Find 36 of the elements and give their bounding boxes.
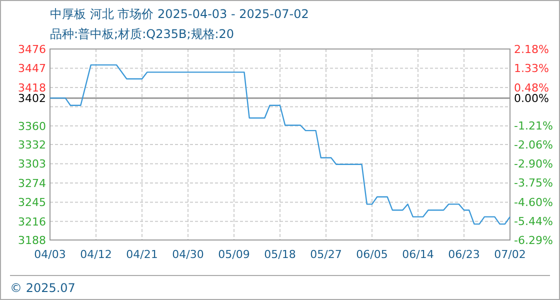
x-tick-label: 05/09 [218, 248, 250, 261]
y2-tick-label: -2.06% [514, 138, 553, 152]
chart-title: 中厚板 河北 市场价 2025-04-03 - 2025-07-02 [50, 7, 309, 21]
x-tick-label: 04/21 [126, 248, 158, 261]
y2-tick-label: -4.60% [514, 196, 553, 209]
y2-tick-label: -2.90% [514, 158, 553, 171]
y2-tick-label: -1.21% [514, 119, 553, 132]
y-tick-label: 3360 [18, 120, 46, 133]
y-tick-label: 3476 [18, 43, 46, 56]
y-tick-label: 3418 [18, 81, 46, 94]
x-tick-label: 06/23 [448, 248, 480, 261]
y-tick-label: 3447 [18, 62, 46, 76]
y-tick-label: 3188 [18, 234, 46, 247]
x-tick-label: 05/27 [310, 248, 342, 261]
x-tick-label: 05/18 [264, 248, 296, 261]
y-tick-label: 3216 [18, 215, 46, 228]
y-tick-label: 3274 [18, 176, 46, 190]
y-tick-label: 3303 [18, 158, 46, 171]
chart-subtitle: 品种:普中板;材质:Q235B;规格:20 [50, 27, 234, 41]
x-tick-label: 07/02 [494, 248, 526, 261]
y2-tick-label: 1.33% [514, 62, 549, 76]
y2-tick-label: 2.18% [514, 43, 549, 56]
y-tick-label: 3402 [18, 92, 46, 106]
x-tick-label: 04/12 [80, 248, 112, 261]
y2-tick-label: 0.00% [514, 92, 549, 106]
x-tick-label: 04/30 [172, 248, 204, 261]
y2-tick-label: -6.29% [514, 234, 553, 247]
text: © 2025.07 [10, 281, 76, 295]
x-tick-label: 04/03 [34, 248, 66, 261]
y-tick-label: 3332 [18, 138, 46, 152]
y2-tick-label: -3.75% [514, 176, 553, 190]
y2-tick-label: 0.48% [514, 81, 549, 94]
y-tick-label: 3245 [18, 196, 46, 210]
x-tick-label: 06/14 [402, 248, 434, 261]
y2-tick-label: -5.44% [514, 214, 553, 228]
x-tick-label: 06/05 [356, 248, 388, 261]
